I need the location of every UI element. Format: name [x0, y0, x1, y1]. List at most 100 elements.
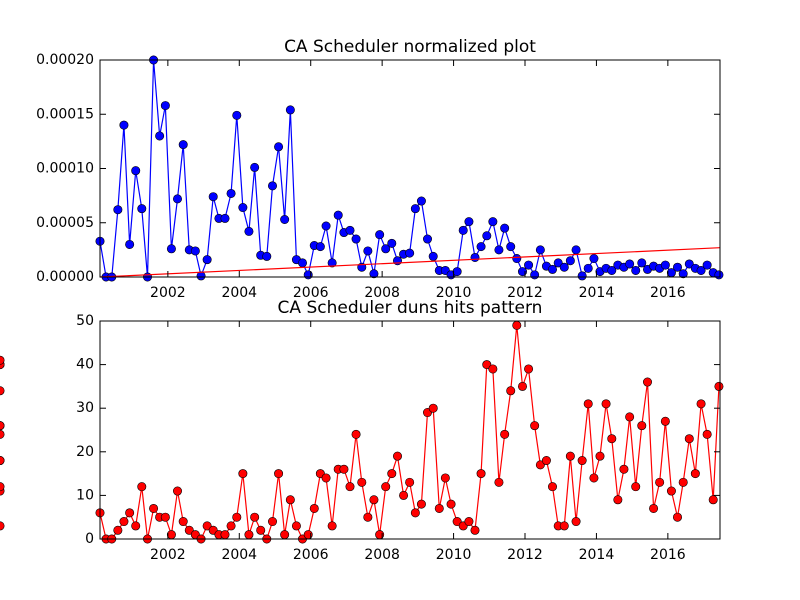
point	[547, 482, 557, 492]
series-line	[99, 325, 720, 541]
point	[571, 245, 581, 255]
point	[196, 271, 206, 281]
point	[577, 456, 587, 466]
point	[714, 270, 724, 280]
point	[595, 451, 605, 461]
x-tick-label: 2012	[507, 285, 543, 301]
point	[345, 225, 355, 235]
point	[137, 482, 147, 492]
point	[375, 230, 385, 240]
point	[0, 456, 5, 466]
point	[619, 464, 629, 474]
y-tick-label: 20	[76, 444, 94, 460]
point	[500, 223, 510, 233]
point	[416, 196, 426, 206]
point	[696, 399, 706, 409]
point	[660, 416, 670, 426]
point	[559, 262, 569, 272]
point	[476, 242, 486, 252]
point	[256, 525, 266, 535]
x-tick-label: 2014	[579, 547, 615, 563]
point	[517, 381, 527, 391]
series-line	[99, 247, 721, 278]
point	[512, 320, 522, 330]
point	[446, 499, 456, 509]
y-tick-label: 40	[76, 357, 94, 373]
point	[0, 482, 5, 492]
point	[506, 386, 516, 396]
point	[500, 429, 510, 439]
point	[166, 530, 176, 540]
point	[387, 238, 397, 248]
point	[160, 512, 170, 522]
point	[125, 508, 135, 518]
point	[422, 234, 432, 244]
point	[702, 429, 712, 439]
point	[202, 255, 212, 265]
point	[464, 217, 474, 227]
point	[470, 252, 480, 262]
point	[452, 517, 462, 527]
y-tick-label: 50	[76, 313, 94, 329]
point	[387, 469, 397, 479]
point	[173, 194, 183, 204]
point	[220, 213, 230, 223]
point	[428, 403, 438, 413]
point	[351, 429, 361, 439]
point	[512, 254, 522, 264]
point	[613, 495, 623, 505]
point	[291, 521, 301, 531]
point	[649, 503, 659, 513]
point	[535, 245, 545, 255]
point	[607, 265, 617, 275]
point	[637, 258, 647, 268]
point	[684, 434, 694, 444]
point	[280, 214, 290, 224]
x-tick-label: 2010	[436, 285, 472, 301]
point	[458, 225, 468, 235]
point	[482, 231, 492, 241]
point	[589, 473, 599, 483]
point	[184, 525, 194, 535]
point	[553, 258, 563, 268]
point	[244, 530, 254, 540]
point	[381, 482, 391, 492]
point	[363, 512, 373, 522]
point	[357, 477, 367, 487]
point	[285, 495, 295, 505]
point	[267, 517, 277, 527]
point	[482, 360, 492, 370]
point	[119, 517, 129, 527]
point	[327, 521, 337, 531]
point	[494, 477, 504, 487]
point	[524, 364, 534, 374]
point	[178, 140, 188, 150]
point	[410, 204, 420, 214]
point	[345, 482, 355, 492]
point	[506, 242, 516, 252]
point	[631, 265, 641, 275]
point	[702, 260, 712, 270]
x-tick-label: 2004	[221, 547, 257, 563]
point	[690, 469, 700, 479]
x-tick-label: 2002	[150, 547, 186, 563]
point	[488, 364, 498, 374]
point	[535, 460, 545, 470]
point	[178, 517, 188, 527]
y-tick-label: 30	[76, 400, 94, 416]
point	[173, 486, 183, 496]
x-tick-label: 2008	[364, 547, 400, 563]
point	[642, 377, 652, 387]
point	[524, 260, 534, 270]
point	[666, 486, 676, 496]
axes-frame	[99, 320, 721, 540]
point	[678, 477, 688, 487]
point	[476, 469, 486, 479]
point	[220, 530, 230, 540]
point	[155, 131, 165, 141]
point	[410, 508, 420, 518]
x-tick-label: 2012	[507, 547, 543, 563]
y-tick-label: 0.00015	[36, 106, 94, 122]
point	[547, 264, 557, 274]
point	[113, 205, 123, 215]
